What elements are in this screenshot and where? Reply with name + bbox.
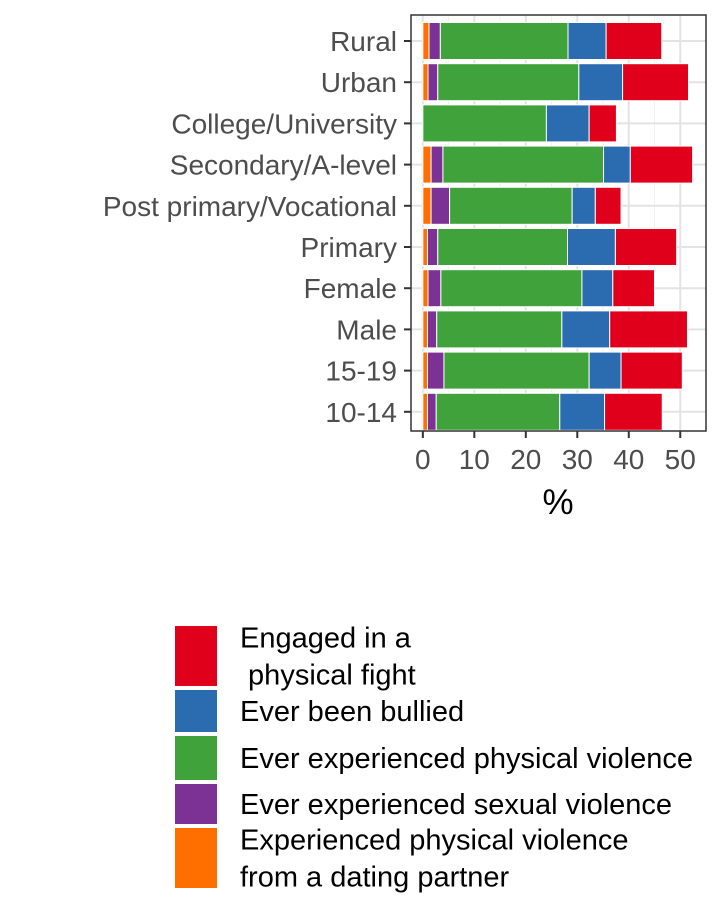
bar-segment — [443, 351, 590, 390]
bar-segment — [435, 392, 561, 431]
bar-segment — [427, 63, 439, 102]
x-tick-label: 30 — [562, 444, 593, 475]
bar-segment — [603, 145, 631, 184]
y-tick-label: Urban — [321, 67, 397, 98]
y-axis: Rural Urban College/University Secondary/A-… — [103, 26, 411, 428]
legend-label: Ever experienced sexual violence — [240, 789, 672, 821]
y-tick-label: Post primary/Vocational — [103, 191, 397, 222]
legend-swatch — [175, 736, 217, 780]
bar-segment — [437, 228, 569, 266]
bar-segment — [545, 104, 590, 143]
x-axis-title: % — [542, 483, 573, 522]
y-tick-label: Rural — [330, 26, 397, 57]
y-tick-label: 15-19 — [325, 356, 397, 387]
bar-segment — [422, 228, 428, 266]
bar-segment — [612, 269, 656, 308]
bar-segment — [614, 228, 678, 266]
bar-segment — [437, 63, 580, 102]
bar-segment — [422, 392, 428, 431]
bar-segment — [449, 186, 573, 225]
bar-segment — [439, 22, 569, 60]
bar-segment — [581, 269, 614, 308]
bar-segment — [422, 63, 429, 102]
y-tick-label: Primary — [301, 232, 397, 263]
bar-segment — [436, 310, 563, 349]
legend-swatch — [175, 828, 217, 888]
bar-segment — [609, 310, 688, 349]
bar-segment — [422, 22, 430, 60]
legend-label: Ever experienced physical violence — [240, 743, 693, 775]
bar-segment — [588, 104, 617, 143]
legend-label: Engaged in a physical fight — [240, 623, 416, 692]
bar-segment — [620, 351, 683, 390]
bar-segment — [604, 392, 663, 431]
bars — [410, 14, 707, 432]
legend-label: Ever been bullied — [240, 696, 464, 728]
bar-segment — [426, 310, 438, 349]
x-tick-label: 50 — [665, 444, 696, 475]
x-tick-label: 40 — [613, 444, 644, 475]
legend: Engaged in a physical fight Ever been bul… — [175, 623, 693, 894]
bar-segment — [422, 351, 428, 390]
legend-label: Experienced physical violence from a dati… — [240, 825, 629, 894]
bar-segment — [605, 22, 663, 60]
x-tick-label: 10 — [459, 444, 490, 475]
plot-border — [410, 14, 707, 432]
bar-segment — [594, 186, 622, 225]
bar-segment — [422, 186, 432, 225]
y-tick-label: College/University — [171, 108, 397, 139]
bar-segment — [567, 22, 607, 60]
bar-segment — [440, 269, 583, 308]
bar-segment — [629, 145, 694, 184]
bar-segment — [426, 228, 439, 266]
y-tick-label: 10-14 — [325, 397, 397, 428]
bar-segment — [442, 145, 605, 184]
legend-swatch — [175, 626, 217, 686]
bar-segment — [578, 63, 624, 102]
bar-segment — [622, 63, 689, 102]
bar-segment — [559, 392, 606, 431]
y-tick-label: Male — [336, 314, 397, 345]
x-tick-label: 0 — [415, 444, 431, 475]
y-tick-label: Female — [304, 273, 397, 304]
bar-segment — [422, 310, 428, 349]
bar-segment — [430, 186, 451, 225]
bar-segment — [426, 351, 445, 390]
bar-segment — [571, 186, 596, 225]
bar-segment — [428, 22, 441, 60]
x-tick-label: 20 — [510, 444, 541, 475]
bar-segment — [430, 145, 444, 184]
bar-segment — [561, 310, 611, 349]
bar-segment — [567, 228, 616, 266]
bar-segment — [427, 269, 442, 308]
y-tick-label: Secondary/A-level — [170, 150, 397, 181]
bar-segment — [588, 351, 622, 390]
bar-segment — [422, 104, 547, 143]
bar-segment — [422, 145, 432, 184]
bar-segment — [426, 392, 437, 431]
legend-swatch — [175, 690, 217, 732]
legend-swatch — [175, 784, 217, 824]
x-axis: 0 10 20 30 40 50 — [415, 431, 696, 475]
bar-segment — [422, 269, 429, 308]
